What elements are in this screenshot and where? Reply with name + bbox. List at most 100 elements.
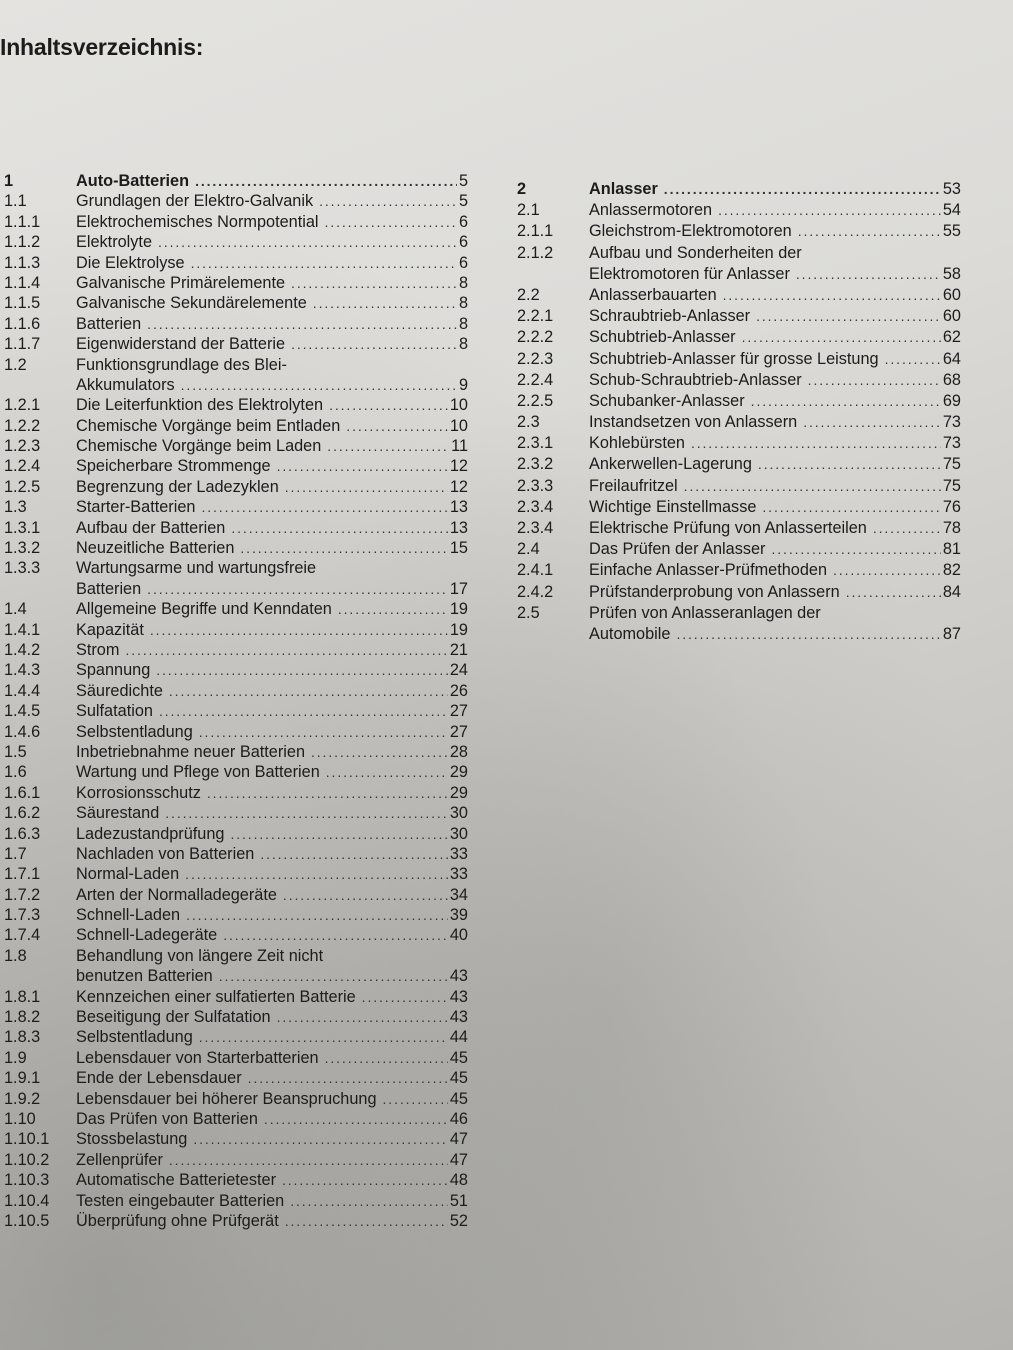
page-number: 64 bbox=[942, 349, 961, 368]
dot-leader bbox=[165, 805, 448, 821]
toc-entry: 1.4.4 Säuredichte 26 bbox=[4, 682, 468, 702]
page-number: 69 bbox=[942, 391, 961, 410]
toc-entry: 1.6.2 Säurestand 30 bbox=[4, 804, 468, 824]
toc-line: 1.3.2 Neuzeitliche Batterien 15 bbox=[4, 539, 468, 559]
toc-entry: 1 Auto-Batterien 5 bbox=[4, 172, 468, 192]
section-number: 2.3.1 bbox=[517, 434, 554, 453]
section-title: Korrosionsschutz bbox=[76, 783, 201, 802]
dot-leader bbox=[383, 1091, 448, 1107]
page-number: 13 bbox=[449, 518, 468, 537]
section-title: Batterien bbox=[76, 579, 142, 598]
section-number: 2.1 bbox=[517, 201, 540, 220]
dot-leader bbox=[125, 642, 447, 658]
section-number: 1.10.3 bbox=[4, 1171, 50, 1190]
dot-leader bbox=[718, 202, 941, 218]
toc-line: 1.4.2 Strom 21 bbox=[4, 641, 468, 661]
page-number: 8 bbox=[458, 294, 468, 313]
toc-line: 1.4 Allgemeine Begriffe und Kenndaten 19 bbox=[4, 600, 468, 620]
page-number: 29 bbox=[449, 763, 468, 782]
toc-line: 1.8.2 Beseitigung der Sulfatation 43 bbox=[4, 1008, 468, 1028]
page-number: 39 bbox=[449, 906, 468, 925]
toc-line: 1.6.3 Ladezustandprüfung 30 bbox=[4, 825, 468, 845]
dot-leader bbox=[723, 287, 941, 303]
dot-leader bbox=[691, 435, 941, 451]
toc-line: 1.1.5 Galvanische Sekundärelemente 8 bbox=[4, 294, 468, 314]
section-number: 2.2 bbox=[517, 285, 540, 304]
page-number: 58 bbox=[942, 264, 961, 283]
section-title: Wartung und Pflege von Batterien bbox=[76, 763, 320, 782]
toc-entry: 1.9 Lebensdauer von Starterbatterien 45 bbox=[4, 1049, 468, 1069]
section-title: Elektrolyte bbox=[76, 233, 153, 252]
dot-leader bbox=[277, 458, 448, 474]
dot-leader bbox=[147, 581, 448, 597]
section-title: Aufbau der Batterien bbox=[76, 518, 226, 537]
toc-line: 1.3 Starter-Batterien 13 bbox=[4, 498, 468, 518]
section-title: Lebensdauer bei höherer Beanspruchung bbox=[76, 1089, 377, 1108]
section-title: Prüfen von Anlasseranlagen der bbox=[589, 603, 821, 622]
section-title: Schubanker-Anlasser bbox=[589, 391, 745, 410]
page-number: 60 bbox=[942, 285, 961, 304]
page-number: 30 bbox=[449, 824, 468, 843]
section-number: 1.1.2 bbox=[4, 233, 41, 252]
toc-entry: 1.10.2 Zellenprüfer 47 bbox=[4, 1151, 468, 1171]
section-number: 1.6.1 bbox=[4, 783, 41, 802]
toc-line: 1.6.2 Säurestand 30 bbox=[4, 804, 468, 824]
page-number: 52 bbox=[449, 1211, 468, 1230]
section-number: 1.1.5 bbox=[4, 294, 41, 313]
page-number: 28 bbox=[449, 742, 468, 761]
section-number: 1.10.5 bbox=[4, 1211, 50, 1230]
toc-entry: 2.1 Anlassermotoren 54 bbox=[517, 201, 961, 222]
section-number: 1.9 bbox=[4, 1048, 27, 1067]
page-number: 87 bbox=[942, 624, 961, 643]
dot-leader bbox=[201, 499, 447, 515]
toc-entry: 2.3.4 Wichtige Einstellmasse 76 bbox=[517, 498, 961, 519]
toc-line: 2.4.1 Einfache Anlasser-Prüfmethoden 82 bbox=[517, 561, 961, 582]
section-title: Wichtige Einstellmasse bbox=[589, 497, 757, 516]
section-number: 1.3.2 bbox=[4, 539, 41, 558]
page-number: 46 bbox=[449, 1109, 468, 1128]
dot-leader bbox=[291, 275, 457, 291]
page-number: 5 bbox=[458, 192, 468, 211]
dot-leader bbox=[199, 1029, 448, 1045]
section-title: Sulfatation bbox=[76, 702, 153, 721]
page-number: 12 bbox=[449, 457, 468, 476]
toc-line: 1.6.1 Korrosionsschutz 29 bbox=[4, 784, 468, 804]
toc-line: 2.2.5 Schubanker-Anlasser 69 bbox=[517, 392, 961, 413]
toc-entry: 1.9.1 Ende der Lebensdauer 45 bbox=[4, 1069, 468, 1089]
toc-line: 1.2.4 Speicherbare Strommenge 12 bbox=[4, 457, 468, 477]
section-title: Instandsetzen von Anlassern bbox=[589, 413, 798, 432]
section-title: Einfache Anlasser-Prüfmethoden bbox=[589, 561, 828, 580]
dot-leader bbox=[833, 562, 941, 578]
toc-entry: 1.7.4 Schnell-Ladegeräte 40 bbox=[4, 926, 468, 946]
toc-entry: 1.1.5 Galvanische Sekundärelemente 8 bbox=[4, 294, 468, 314]
section-title: Allgemeine Begriffe und Kenndaten bbox=[76, 600, 332, 619]
section-number: 1.2.3 bbox=[4, 437, 41, 456]
section-number: 1.8.3 bbox=[4, 1028, 41, 1047]
section-number: 1.4.3 bbox=[4, 661, 41, 680]
toc-entry: 2.3.2 Ankerwellen-Lagerung 75 bbox=[517, 455, 961, 476]
dot-leader bbox=[230, 826, 447, 842]
toc-entry: 1.1.7 Eigenwiderstand der Batterie 8 bbox=[4, 335, 468, 355]
section-number: 2.2.1 bbox=[517, 307, 554, 326]
section-title: Schubtrieb-Anlasser für grosse Leistung bbox=[589, 349, 879, 368]
dot-leader bbox=[762, 499, 940, 515]
dot-leader bbox=[346, 418, 448, 434]
toc-line: 2.5 Prüfen von Anlasseranlagen der bbox=[517, 604, 961, 625]
section-number: 1 bbox=[4, 172, 14, 190]
toc-line: Automobile 87 bbox=[517, 625, 961, 646]
toc-line: 1.4.1 Kapazität 19 bbox=[4, 621, 468, 641]
page-number: 6 bbox=[458, 233, 468, 252]
toc-column-chapter-1: 1 Auto-Batterien 5 1.1 Grundlagen der Elektr… bbox=[4, 172, 468, 1232]
section-number: 2.2.5 bbox=[517, 391, 554, 410]
page-number: 33 bbox=[449, 865, 468, 884]
section-title: Anlasserbauarten bbox=[589, 285, 717, 304]
page-number: 76 bbox=[942, 497, 961, 516]
section-number: 2.4.1 bbox=[517, 561, 554, 580]
toc-line: 1.7 Nachladen von Batterien 33 bbox=[4, 845, 468, 865]
toc-line: 1.2.1 Die Leiterfunktion des Elektrolyten… bbox=[4, 396, 468, 416]
toc-line: 2.1 Anlassermotoren 54 bbox=[517, 201, 961, 222]
dot-leader bbox=[684, 478, 941, 494]
dot-leader bbox=[329, 397, 448, 413]
section-number: 1.8.1 bbox=[4, 987, 41, 1006]
section-number: 1.1.1 bbox=[4, 212, 41, 231]
